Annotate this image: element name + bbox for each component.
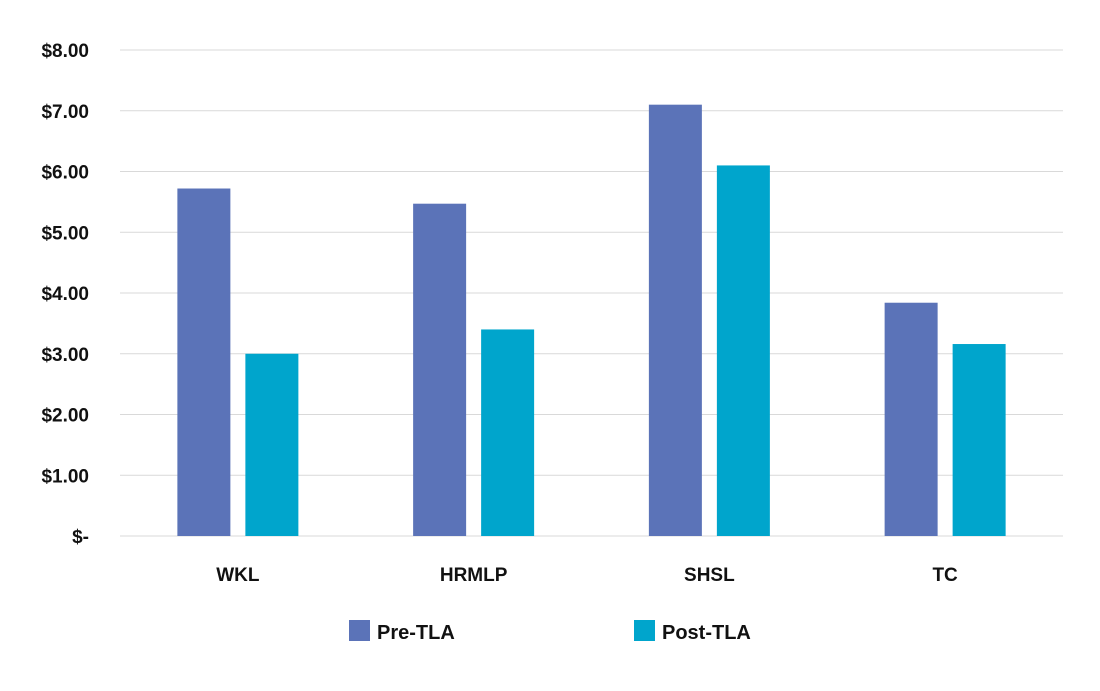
y-tick-label: $5.00 — [41, 223, 89, 244]
x-tick-label: WKL — [216, 565, 260, 586]
bar-post-tla-wkl — [245, 353, 299, 536]
bar-pre-tla-hrmlp — [413, 203, 467, 536]
legend-label: Post-TLA — [662, 622, 751, 644]
y-tick-label: $2.00 — [41, 406, 89, 427]
legend-label: Pre-TLA — [377, 622, 455, 644]
bar-pre-tla-tc — [884, 302, 938, 536]
y-axis-tick-labels: $- $1.00 $2.00 $3.00 $4.00 $5.00 $6.00 $7.00 $8.… — [41, 41, 89, 548]
x-tick-label: HRMLP — [440, 565, 508, 586]
y-tick-label: $3.00 — [41, 345, 89, 366]
x-axis-tick-labels: WKL HRMLP SHSL TC — [216, 565, 958, 586]
legend-swatch — [349, 620, 370, 641]
bars — [177, 104, 1006, 537]
y-tick-label: $8.00 — [41, 41, 89, 62]
bar-post-tla-tc — [952, 344, 1006, 536]
bar-pre-tla-shsl — [648, 104, 702, 537]
x-tick-label: TC — [932, 565, 958, 586]
y-tick-label: $7.00 — [41, 102, 89, 123]
legend: Pre-TLA Post-TLA — [349, 620, 751, 644]
bar-post-tla-shsl — [716, 165, 770, 537]
bar-post-tla-hrmlp — [481, 329, 535, 536]
y-tick-label: $4.00 — [41, 284, 89, 305]
x-tick-label: SHSL — [684, 565, 735, 586]
y-tick-label: $6.00 — [41, 163, 89, 184]
legend-swatch — [634, 620, 655, 641]
y-tick-label: $- — [72, 527, 89, 548]
bar-pre-tla-wkl — [177, 188, 231, 536]
y-tick-label: $1.00 — [41, 466, 89, 487]
